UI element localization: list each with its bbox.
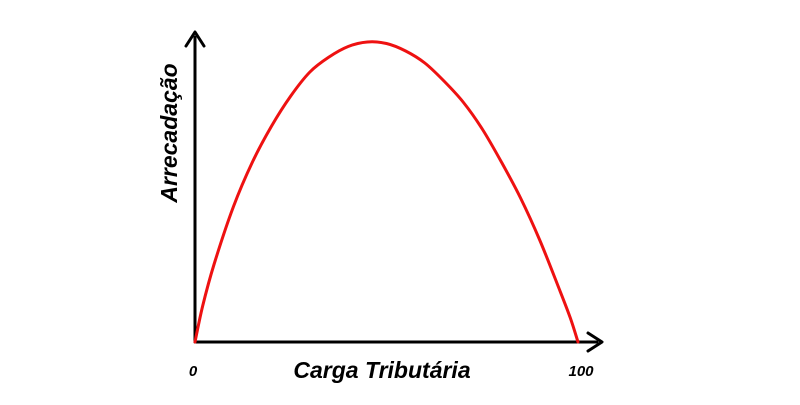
series-line-0: [193, 40, 580, 344]
x-tick-label-0: 0: [189, 363, 198, 380]
y-axis-arrowhead: [184, 30, 206, 48]
axes: [184, 30, 604, 353]
x-tick-label-100: 100: [568, 363, 594, 380]
y-axis-label: Arrecadação: [156, 63, 182, 203]
series-layer: [193, 40, 580, 344]
x-axis-arrowhead: [586, 331, 604, 353]
x-axis-label: Carga Tributária: [293, 357, 470, 383]
